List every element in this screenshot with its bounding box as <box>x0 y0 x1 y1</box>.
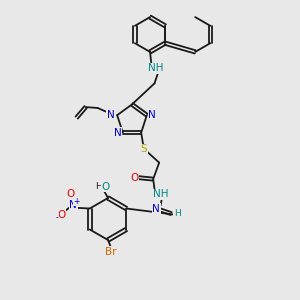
Text: -: - <box>56 214 58 223</box>
Text: O: O <box>130 172 139 183</box>
Text: N: N <box>69 200 77 210</box>
Text: NH: NH <box>153 189 168 199</box>
Text: +: + <box>73 197 80 206</box>
Text: H: H <box>96 182 102 191</box>
Text: N: N <box>152 203 160 214</box>
Text: N: N <box>148 110 156 120</box>
Text: O: O <box>57 209 65 220</box>
Text: O: O <box>66 189 74 200</box>
Text: N: N <box>107 110 114 120</box>
Text: H: H <box>174 208 181 217</box>
Text: Br: Br <box>105 247 117 257</box>
Text: NH: NH <box>148 63 164 74</box>
Text: O: O <box>101 182 110 192</box>
Text: N: N <box>114 128 121 138</box>
Text: S: S <box>141 144 148 154</box>
